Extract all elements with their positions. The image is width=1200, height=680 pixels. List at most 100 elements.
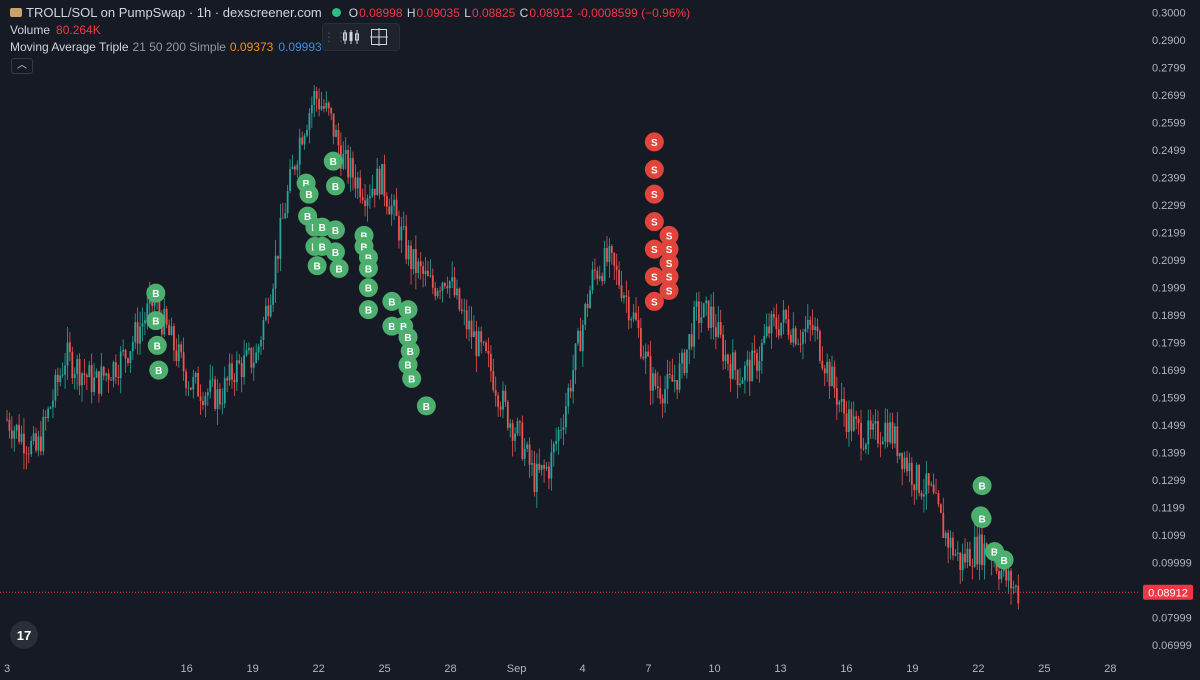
candle-body	[356, 177, 359, 189]
candle-body	[560, 429, 562, 431]
sell-marker[interactable]: S	[659, 253, 679, 273]
buy-marker[interactable]: B	[398, 300, 418, 320]
crosshair-icon[interactable]	[365, 25, 393, 49]
y-tick-label: 0.2499	[1152, 145, 1186, 157]
candle-body	[235, 360, 238, 383]
candle-body	[785, 309, 787, 320]
sell-marker-circle	[659, 280, 679, 300]
tradingview-logo-icon[interactable]: 17	[10, 621, 38, 649]
grip-icon[interactable]: ⋮⋮	[323, 30, 347, 44]
candle-body	[274, 255, 277, 289]
candle-body	[925, 473, 928, 495]
candle-body	[175, 350, 178, 362]
candle-body	[238, 360, 241, 364]
candle-body	[765, 326, 768, 337]
y-tick-label: 0.1899	[1152, 310, 1186, 322]
sell-marker-circle	[659, 267, 679, 287]
buy-marker-label: B	[408, 374, 415, 385]
time-axis[interactable]: 3 16 19 22 25 28 Sep 4 7 10 13 16 19 22 25 28	[4, 663, 1117, 675]
sell-marker[interactable]: S	[644, 132, 664, 152]
candle-body	[393, 199, 395, 206]
candle-body	[298, 137, 301, 165]
buy-marker-label: B	[978, 515, 985, 526]
sell-marker[interactable]: S	[659, 239, 679, 259]
sell-marker[interactable]: S	[644, 291, 664, 311]
y-tick-label: 0.07999	[1152, 612, 1192, 624]
candle-body	[804, 328, 807, 333]
buy-marker[interactable]: B	[325, 242, 345, 262]
sell-marker[interactable]: S	[644, 212, 664, 232]
candle-body	[886, 422, 889, 443]
candle-body	[170, 326, 173, 336]
candle-body	[255, 352, 258, 363]
legend-volume-row[interactable]: Volume 80.264K	[10, 21, 691, 38]
sell-marker[interactable]: S	[659, 267, 679, 287]
candle-body	[499, 406, 502, 410]
sell-marker[interactable]: S	[644, 267, 664, 287]
buy-marker[interactable]: B	[972, 476, 992, 496]
candle-body	[540, 465, 543, 470]
buy-marker[interactable]: B	[382, 291, 402, 311]
sell-marker[interactable]: S	[659, 225, 679, 245]
buy-marker[interactable]: B	[323, 151, 343, 171]
buy-marker[interactable]: B	[325, 176, 345, 196]
y-tick-label: 0.1199	[1152, 503, 1185, 515]
buy-marker[interactable]: B	[325, 220, 345, 240]
y-tick-label: 0.1599	[1152, 393, 1186, 405]
buy-marker[interactable]: B	[416, 396, 436, 416]
candle-body	[969, 548, 971, 566]
candle-body	[867, 420, 870, 445]
buy-marker[interactable]: B	[299, 184, 319, 204]
price-axis[interactable]: 0.3000 0.2900 0.2799 0.2699 0.2599 0.2499 0.23…	[1140, 0, 1200, 680]
candle-body	[158, 300, 161, 317]
candle-body	[855, 416, 858, 419]
sell-marker-circle	[644, 159, 664, 179]
buy-marker[interactable]: B	[994, 550, 1014, 570]
candle-body	[857, 418, 860, 423]
buy-marker-circle	[382, 291, 402, 311]
candle-body	[6, 419, 8, 421]
buy-marker[interactable]: B	[358, 300, 378, 320]
candle-body	[862, 448, 865, 450]
candle-body	[753, 350, 756, 353]
buy-marker[interactable]: B	[358, 278, 378, 298]
candle-body	[613, 253, 616, 266]
candle-body	[211, 379, 214, 381]
buy-marker-label: B	[388, 297, 395, 308]
candle-body	[572, 370, 575, 392]
candle-body	[978, 534, 981, 565]
sell-marker[interactable]: S	[644, 159, 664, 179]
candle-body	[448, 281, 451, 289]
chart-title[interactable]: TROLL/SOL on PumpSwap · 1h · dexscreener…	[26, 4, 322, 20]
buy-marker[interactable]: B	[972, 509, 992, 529]
buy-marker[interactable]: B	[329, 258, 349, 278]
buy-marker-circle	[299, 184, 319, 204]
sell-marker[interactable]: S	[659, 280, 679, 300]
candle-body	[264, 305, 267, 321]
sell-marker[interactable]: S	[644, 184, 664, 204]
candles-icon[interactable]	[337, 25, 365, 49]
x-tick-label: 16	[840, 663, 852, 675]
buy-marker[interactable]: B	[146, 311, 166, 331]
volume-label: Volume	[10, 22, 51, 37]
buy-marker[interactable]: B	[146, 283, 166, 303]
buy-marker[interactable]: B	[307, 256, 327, 276]
candle-body	[947, 532, 950, 548]
buy-marker[interactable]: B	[147, 335, 167, 355]
sell-marker[interactable]: S	[644, 239, 664, 259]
buy-marker[interactable]: B	[358, 258, 378, 278]
buy-marker-label: B	[978, 482, 985, 493]
candle-body	[73, 374, 76, 379]
candle-body	[591, 269, 594, 291]
candle-body	[482, 342, 485, 344]
legend-collapse-button[interactable]: ︿	[11, 58, 33, 74]
buy-marker[interactable]: B	[149, 360, 169, 380]
candle-body	[557, 429, 560, 441]
candle-body	[782, 309, 785, 323]
candle-body	[819, 331, 821, 361]
buy-marker[interactable]: B	[402, 368, 422, 388]
x-tick-label: 10	[708, 663, 720, 675]
candle-body	[601, 275, 604, 282]
candle-body	[1005, 565, 1008, 581]
